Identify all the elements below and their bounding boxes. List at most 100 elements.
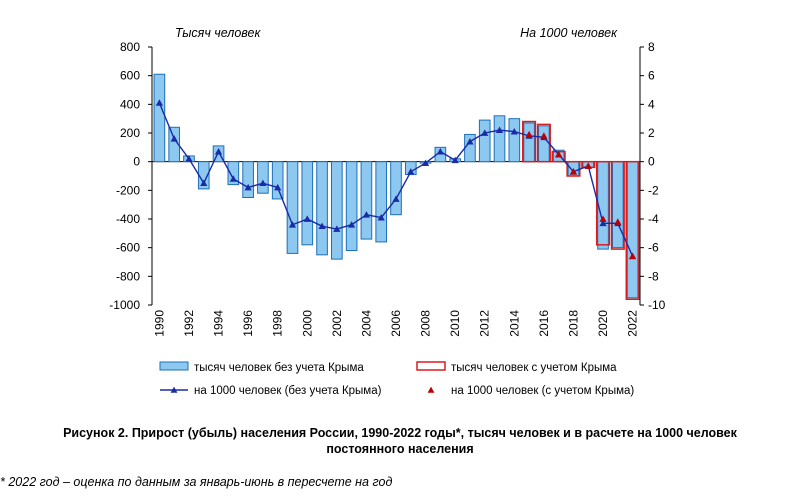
y-left-tick-label: -800	[116, 269, 140, 283]
y-right-tick-label: 8	[648, 40, 655, 54]
y-left-tick-label: -400	[116, 212, 140, 226]
point-per-1000-without-crimea-2006	[392, 195, 400, 202]
bar-without-crimea-1998	[271, 161, 284, 200]
point-per-1000-without-crimea-2012	[481, 129, 489, 136]
x-tick-label: 2012	[478, 310, 492, 337]
point-per-1000-without-crimea-2008	[421, 159, 430, 166]
bar-without-crimea-2013	[493, 115, 506, 163]
x-tick-label: 1992	[182, 310, 196, 337]
legend-label-4: на 1000 человек (с учетом Крыма)	[451, 385, 634, 397]
point-per-1000-without-crimea-2020	[599, 219, 607, 227]
point-per-1000-without-crimea-2005	[377, 213, 385, 221]
point-per-1000-without-crimea-2004	[362, 211, 371, 218]
bar-without-crimea-1996	[242, 161, 254, 199]
x-tick-label: 2004	[359, 310, 373, 337]
left-axis-unit-label: Тысяч человек	[175, 26, 261, 40]
y-right-tick-label: -2	[648, 183, 659, 197]
y-right-tick-label: 6	[648, 69, 655, 83]
point-per-1000-with-crimea-2016	[540, 132, 548, 139]
y-left-tick-label: 200	[120, 126, 140, 140]
legend-label-1: тысяч человек без учета Крыма	[194, 362, 364, 374]
point-per-1000-with-crimea-2020	[599, 215, 607, 222]
point-per-1000-without-crimea-1998	[274, 183, 282, 191]
y-left-tick-label: -1000	[109, 298, 140, 312]
legend-swatch-outline-bar	[416, 361, 446, 371]
x-tick-label: 1990	[152, 310, 166, 337]
bar-without-crimea-2022	[626, 161, 639, 299]
bar-without-crimea-2006	[390, 161, 402, 216]
y-left-tick-label: 400	[120, 97, 140, 111]
y-left-tick-label: 800	[120, 40, 140, 54]
bar-without-crimea-1990	[153, 73, 166, 163]
bar-without-crimea-2016	[538, 125, 550, 163]
point-per-1000-without-crimea-2014	[510, 127, 518, 135]
x-tick-label: 2016	[537, 310, 551, 337]
y-left-tick-label: 0	[133, 155, 140, 169]
y-right-tick-label: -8	[648, 269, 659, 283]
y-right-tick-label: -10	[648, 298, 666, 312]
legend-swatch-marker	[427, 386, 435, 393]
point-per-1000-without-crimea-1995	[229, 175, 237, 182]
x-tick-label: 2006	[389, 310, 403, 337]
bar-without-crimea-1995	[227, 161, 240, 186]
y-left-tick-label: -200	[116, 183, 140, 197]
right-axis-unit-label: На 1000 человек	[520, 26, 618, 40]
point-per-1000-without-crimea-1999	[288, 221, 297, 228]
y-right-tick-label: 4	[648, 97, 655, 111]
population-growth-chart: -1000 -800 -600 -400 -200 0 200 400 600 800 -10 -8 -…	[109, 26, 666, 397]
bar-without-crimea-2020	[597, 161, 609, 250]
bar-with-crimea-2021	[610, 160, 625, 250]
bar-without-crimea-1991	[168, 126, 181, 163]
figure-caption-line-1: Рисунок 2. Прирост (убыль) населения Рос…	[63, 426, 737, 440]
point-per-1000-with-crimea-2019	[584, 162, 592, 169]
point-per-1000-without-crimea-2002	[333, 225, 341, 232]
y-right-tick-label: -6	[648, 241, 659, 255]
x-tick-label: 1998	[271, 310, 285, 337]
x-tick-label: 1996	[241, 310, 255, 337]
bar-without-crimea-1999	[286, 161, 299, 254]
point-per-1000-with-crimea-2018	[569, 168, 578, 175]
x-tick-label: 1994	[212, 310, 226, 337]
point-per-1000-without-crimea-2009	[436, 148, 444, 155]
bar-with-crimea-2016	[536, 123, 551, 163]
y-right-tick-label: 2	[648, 126, 655, 140]
point-per-1000-with-crimea-2015	[525, 130, 533, 138]
x-tick-label: 2010	[448, 310, 462, 337]
x-tick-label: 2020	[596, 310, 610, 337]
point-per-1000-without-crimea-2011	[466, 138, 474, 145]
bar-without-crimea-2001	[316, 161, 328, 256]
figure-caption-line-2: постоянного населения	[326, 442, 474, 456]
point-per-1000-without-crimea-1997	[259, 179, 267, 187]
point-per-1000-without-crimea-2007	[407, 168, 415, 175]
x-tick-label: 2000	[300, 310, 314, 337]
point-per-1000-without-crimea-1996	[244, 183, 252, 191]
bar-without-crimea-2000	[301, 161, 314, 246]
point-per-1000-with-crimea-2017	[555, 150, 563, 158]
y-left-tick-label: -600	[116, 241, 140, 255]
bar-without-crimea-2014	[508, 118, 521, 163]
bar-without-crimea-2015	[523, 122, 535, 163]
x-tick-label: 2018	[566, 310, 580, 337]
x-tick-label: 2002	[330, 310, 344, 337]
point-per-1000-with-crimea-2022	[629, 252, 637, 260]
y-left-tick-label: 600	[120, 69, 140, 83]
point-per-1000-without-crimea-2003	[348, 221, 356, 228]
point-per-1000-without-crimea-1994	[214, 148, 223, 155]
point-per-1000-without-crimea-2013	[495, 126, 504, 134]
y-right-tick-label: -4	[648, 212, 659, 226]
footnote: * 2022 год – оценка по данным за январь-…	[0, 475, 393, 489]
x-tick-label: 2022	[626, 310, 640, 337]
legend-label-3: на 1000 человек (без учета Крыма)	[194, 385, 382, 397]
bar-without-crimea-2021	[611, 161, 624, 249]
point-per-1000-without-crimea-1993	[200, 179, 208, 187]
point-per-1000-without-crimea-1992	[185, 155, 193, 162]
bar-without-crimea-2002	[331, 161, 343, 260]
legend-swatch-bar	[159, 361, 189, 371]
y-right-tick-label: 0	[648, 155, 655, 169]
x-tick-label: 2014	[507, 310, 521, 337]
point-per-1000-with-crimea-2021	[614, 218, 622, 225]
bar-with-crimea-2020	[595, 160, 611, 246]
bar-without-crimea-2003	[345, 161, 358, 252]
bar-without-crimea-2004	[360, 161, 373, 240]
chart-container: -1000 -800 -600 -400 -200 0 200 400 600 800 -10 -8 -…	[109, 26, 666, 397]
